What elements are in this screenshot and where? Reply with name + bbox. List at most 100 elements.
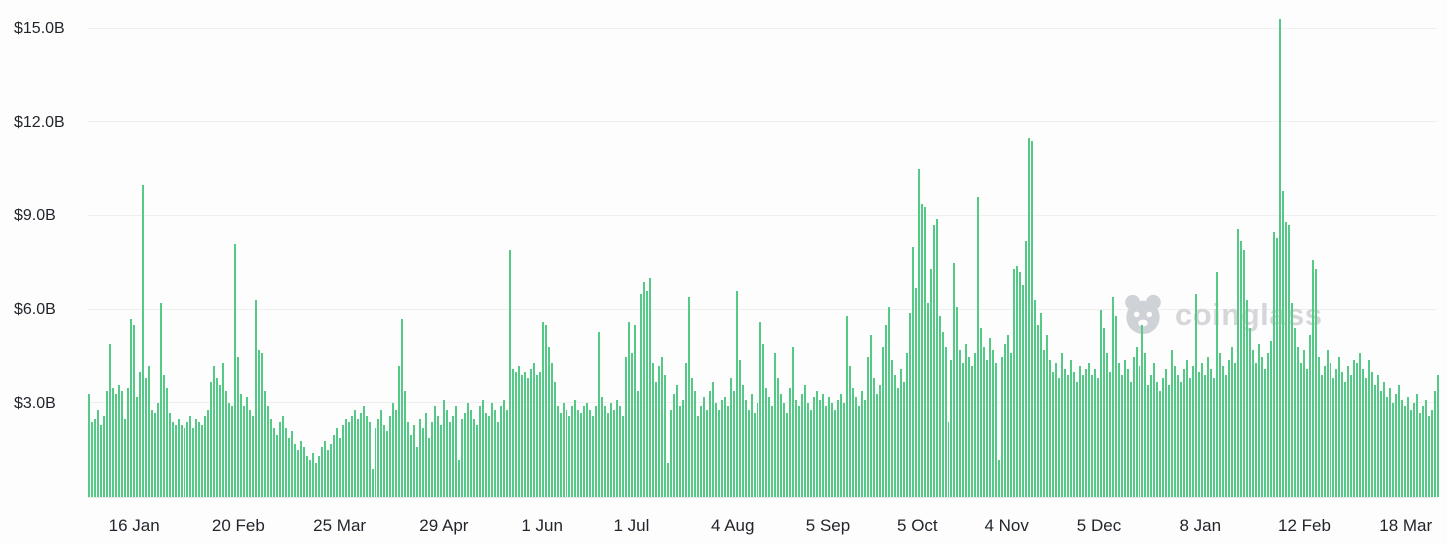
- volume-bar: [105, 390, 108, 497]
- x-axis-label: 5 Oct: [897, 516, 938, 535]
- volume-bar: [1060, 353, 1063, 497]
- volume-bar: [1236, 228, 1239, 497]
- x-axis-label: 5 Dec: [1076, 516, 1122, 535]
- volume-bar: [287, 437, 290, 497]
- volume-bar: [99, 425, 102, 497]
- volume-bar: [1195, 294, 1198, 497]
- volume-bar: [834, 409, 837, 497]
- volume-bar: [771, 406, 774, 497]
- volume-bar: [443, 400, 446, 497]
- volume-bar: [392, 403, 395, 497]
- volume-bar: [386, 431, 389, 497]
- volume-bar: [813, 397, 816, 497]
- volume-bar: [1257, 344, 1260, 497]
- volume-bar: [88, 393, 90, 497]
- volume-bar: [219, 384, 222, 497]
- volume-bar: [487, 415, 490, 497]
- volume-bar: [114, 393, 117, 497]
- volume-bar: [168, 412, 171, 497]
- volume-bar: [774, 353, 777, 497]
- volume-bar: [932, 225, 935, 497]
- volume-bar: [493, 409, 496, 497]
- volume-bar: [735, 290, 738, 497]
- volume-bar: [843, 403, 846, 497]
- volume-bar: [422, 428, 425, 497]
- volume-bar: [308, 459, 311, 497]
- volume-bar: [416, 447, 419, 497]
- volume-bar: [756, 403, 759, 497]
- volume-bar: [869, 334, 872, 497]
- volume-bar: [1051, 372, 1054, 497]
- volume-bar: [1120, 375, 1123, 497]
- volume-bar: [210, 381, 213, 497]
- volume-bar: [628, 322, 631, 497]
- volume-bar: [571, 406, 574, 497]
- volume-bar: [687, 297, 690, 497]
- volume-bar: [293, 443, 296, 497]
- volume-bar: [759, 322, 762, 497]
- volume-bar: [1048, 359, 1051, 497]
- volume-bar: [356, 418, 359, 497]
- volume-bar: [1057, 378, 1060, 497]
- volume-bar: [1377, 375, 1380, 497]
- volume-bar: [1383, 381, 1386, 497]
- volume-bar: [189, 415, 192, 497]
- volume-bar: [1156, 381, 1159, 497]
- volume-bar: [1317, 356, 1320, 497]
- volume-bar: [634, 325, 637, 497]
- volume-bar: [1105, 353, 1108, 497]
- volume-bar: [956, 306, 959, 497]
- volume-bar: [1422, 406, 1424, 497]
- volume-bar: [622, 415, 625, 497]
- gridline: [88, 121, 1437, 123]
- volume-bar: [726, 406, 729, 497]
- volume-bar: [147, 365, 150, 497]
- volume-bar: [714, 403, 717, 497]
- volume-bar: [222, 362, 225, 497]
- volume-bar: [595, 406, 598, 497]
- volume-bar: [998, 459, 1001, 497]
- volume-bar: [631, 353, 634, 497]
- volume-bar: [893, 375, 896, 497]
- volume-bar: [261, 353, 264, 497]
- volume-bar: [1171, 350, 1174, 497]
- volume-bar: [1395, 393, 1398, 497]
- volume-bar: [401, 319, 404, 497]
- volume-bar: [404, 390, 407, 497]
- volume-bar: [911, 247, 914, 497]
- volume-bar: [1386, 397, 1389, 497]
- volume-bar: [1234, 362, 1236, 497]
- volume-bar: [1293, 328, 1296, 497]
- volume-bar: [1341, 372, 1344, 497]
- volume-bar: [1022, 284, 1025, 497]
- volume-bar: [517, 365, 520, 497]
- volume-bar: [804, 384, 807, 497]
- volume-bar: [890, 359, 893, 497]
- volume-bar: [1111, 297, 1114, 497]
- volume-bar: [1177, 375, 1180, 497]
- volume-bar: [195, 418, 198, 497]
- volume-bar: [1129, 381, 1132, 497]
- volume-bar: [180, 425, 183, 497]
- volume-bar: [174, 425, 177, 497]
- volume-bar: [93, 418, 96, 497]
- volume-bar: [550, 362, 553, 497]
- volume-bar: [1189, 378, 1192, 497]
- volume-bar: [1231, 347, 1233, 497]
- volume-bar: [974, 353, 977, 497]
- volume-bar: [1296, 347, 1299, 497]
- volume-bar: [1260, 356, 1263, 497]
- volume-bar: [1314, 269, 1317, 497]
- volume-bar: [1311, 259, 1314, 497]
- volume-bar: [90, 422, 93, 497]
- volume-bar: [228, 403, 231, 497]
- volume-bar: [983, 347, 986, 497]
- volume-bar: [1135, 347, 1138, 497]
- y-axis-label: $3.0B: [14, 395, 56, 413]
- volume-bar: [1281, 191, 1284, 497]
- volume-bar: [825, 406, 828, 497]
- volume-bar: [1141, 325, 1144, 497]
- volume-bar: [464, 412, 467, 497]
- volume-bar: [583, 406, 586, 497]
